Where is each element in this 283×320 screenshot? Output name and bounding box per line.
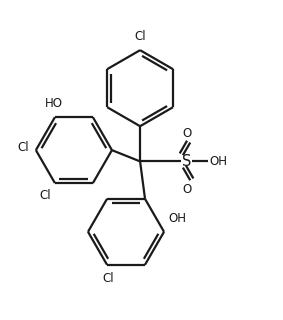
Text: O: O	[182, 127, 191, 140]
Text: S: S	[182, 154, 191, 169]
Text: Cl: Cl	[39, 189, 51, 202]
Text: O: O	[182, 183, 191, 196]
Text: OH: OH	[168, 212, 186, 225]
Text: Cl: Cl	[103, 272, 114, 285]
Text: Cl: Cl	[17, 141, 29, 154]
Text: Cl: Cl	[134, 30, 146, 43]
Text: OH: OH	[209, 155, 227, 168]
Text: HO: HO	[44, 97, 63, 110]
